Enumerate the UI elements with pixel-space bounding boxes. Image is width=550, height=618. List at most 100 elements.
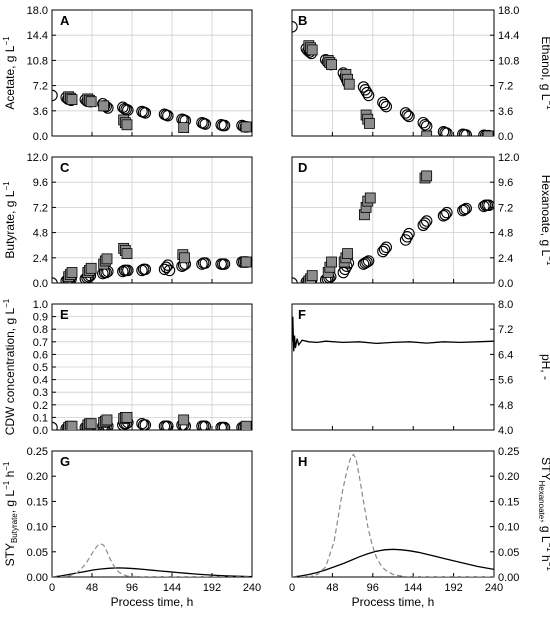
- y-tick-label: 0.25: [27, 446, 48, 458]
- y-tick-label: 0.15: [27, 496, 48, 508]
- y-tick-label: 2.4: [33, 253, 48, 265]
- data-point-circle: [437, 210, 450, 222]
- y-tick-label: 0.5: [33, 362, 48, 374]
- data-point-square: [240, 121, 252, 133]
- plot-frame: [51, 450, 253, 578]
- panel-b: 0.0 3.6 7.2 10.8 14.4 18.0 Ethanol, g L−1 B: [291, 5, 550, 143]
- panel-d: 0.0 2.4 4.8 7.2 9.6 12.0 Hexanoate, g L−1 D: [291, 152, 550, 290]
- data-point-circle: [417, 116, 430, 129]
- x-tick-label: 48: [86, 582, 98, 594]
- y-tick-label: 0.20: [27, 471, 48, 483]
- data-point-circle: [460, 202, 472, 215]
- data-point-circle: [483, 199, 494, 212]
- data-point-circle: [292, 21, 298, 33]
- y-axis-title: CDW concentration, g L−1: [2, 298, 17, 435]
- grid: [292, 10, 494, 136]
- y-axis-title: Butyrate, g L−1: [2, 181, 17, 259]
- y-tick-label: 0.1: [33, 412, 48, 424]
- data-point-circle: [162, 420, 174, 430]
- y-tick-label: 0.7: [33, 337, 48, 349]
- y-tick-label: 0.15: [498, 496, 519, 508]
- y-axis-title: Hexanoate, g L−1: [539, 175, 550, 266]
- x-axis-title: Process time, h: [352, 595, 435, 609]
- x-tick-label: 144: [163, 582, 181, 594]
- panel-g: 0.00 0.05 0.10 0.15 0.20 0.25 0 48 96 144 192 240 Pr…: [2, 446, 261, 609]
- y-tick-label: 0.9: [33, 312, 48, 324]
- data-point-square: [326, 256, 337, 268]
- plot-frame: [291, 303, 495, 431]
- y-tick-label: 14.4: [498, 30, 519, 42]
- data-point-square: [178, 414, 190, 426]
- y-tick-label: 3.6: [498, 106, 513, 118]
- data-point-circle: [362, 89, 375, 102]
- data-point-circle: [441, 127, 453, 136]
- y-axis: 0.0 2.4 4.8 7.2 9.6 12.0: [490, 152, 519, 290]
- y-tick-label: 2.4: [498, 253, 513, 265]
- y-axis: 0.0 3.6 7.2 10.8 14.4 18.0: [27, 5, 56, 143]
- grid: [52, 157, 252, 283]
- data-point-circle: [292, 277, 298, 283]
- y-tick-label: 5.6: [498, 375, 513, 387]
- y-tick-label: 9.6: [498, 177, 513, 189]
- data-point-circle: [378, 98, 391, 111]
- plot-area: [52, 411, 252, 430]
- data-point-circle: [361, 86, 373, 99]
- data-point-circle: [419, 119, 431, 131]
- data-point-circle: [218, 258, 231, 270]
- data-point-square: [342, 248, 353, 260]
- y-tick-label: 0.3: [33, 387, 48, 399]
- panel-letter: A: [60, 13, 70, 28]
- data-point-circle: [457, 204, 469, 217]
- y-tick-label: 10.8: [498, 55, 519, 67]
- y-tick-label: 12.0: [498, 152, 519, 164]
- x-tick-label: 48: [326, 582, 338, 594]
- grid: [292, 157, 494, 283]
- series-line-solid: [52, 567, 252, 577]
- y-axis: 0.00.10.20.30.40.50.60.70.80.91.0: [33, 299, 56, 437]
- panel-c: 0.0 2.4 4.8 7.2 9.6 12.0 Butyrate, g L−1 C: [2, 152, 253, 290]
- y-tick-label: 4.8: [498, 400, 513, 412]
- plot-area: [292, 453, 494, 577]
- data-point-square: [101, 414, 113, 426]
- grid: [52, 10, 252, 136]
- plot-frame: [291, 450, 495, 578]
- data-point-square: [101, 253, 113, 265]
- data-point-square: [364, 118, 375, 129]
- data-point-square: [85, 262, 97, 274]
- data-point-circle: [218, 421, 231, 430]
- y-tick-label: 1.0: [33, 299, 48, 311]
- panel-letter: G: [60, 454, 70, 469]
- x-tick-label: 240: [485, 582, 503, 594]
- data-point-square: [66, 94, 78, 105]
- plot-frame: [51, 156, 253, 284]
- y-axis-title: STYButyrate, g L−1 h−1: [2, 461, 19, 566]
- data-point-circle: [359, 257, 371, 269]
- data-point-square: [66, 420, 78, 430]
- data-point-square: [421, 130, 433, 136]
- y-axis: 0.00 0.05 0.10 0.15 0.20 0.25: [27, 446, 56, 584]
- x-axis-title: Process time, h: [111, 595, 194, 609]
- data-point-square: [240, 420, 252, 430]
- data-point-circle: [361, 256, 373, 268]
- y-axis: 0.00 0.05 0.10 0.15 0.20 0.25: [490, 446, 519, 584]
- y-tick-label: 0.4: [33, 375, 48, 387]
- data-point-square: [121, 119, 133, 131]
- data-point-circle: [199, 420, 212, 430]
- series-squares: [303, 40, 494, 136]
- data-point-circle: [403, 227, 415, 240]
- data-point-circle: [401, 109, 414, 121]
- data-point-circle: [218, 119, 231, 132]
- series-line-solid: [292, 548, 494, 577]
- data-point-circle: [420, 215, 433, 227]
- data-point-circle: [458, 128, 471, 136]
- y-tick-label: 0.10: [498, 522, 519, 534]
- data-point-square: [306, 44, 318, 56]
- data-point-square: [85, 96, 97, 108]
- data-point-square: [240, 256, 252, 268]
- series-squares: [63, 91, 252, 133]
- plot-area: [52, 89, 252, 133]
- data-point-circle: [52, 277, 58, 283]
- x-tick-label: 144: [404, 582, 422, 594]
- data-point-square: [121, 248, 133, 260]
